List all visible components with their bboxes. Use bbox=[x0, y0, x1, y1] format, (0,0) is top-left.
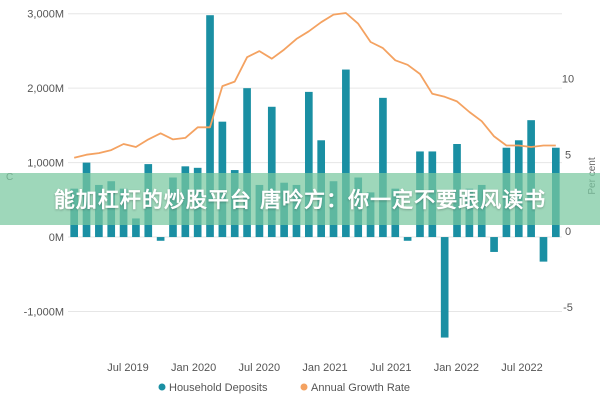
deposit-bar bbox=[379, 97, 387, 238]
x-tick-label: Jan 2021 bbox=[302, 362, 347, 374]
deposit-bar bbox=[403, 237, 412, 241]
left-axis-ticks: 3,000M 2,000M 1,000M 0M -1,000M bbox=[24, 9, 64, 319]
deposit-bar bbox=[490, 237, 498, 252]
deposit-bar bbox=[243, 88, 251, 238]
left-tick-label: 0M bbox=[49, 232, 64, 244]
x-tick-label: Jul 2022 bbox=[501, 362, 543, 374]
x-axis-ticks: Jul 2019 Jan 2020 Jul 2020 Jan 2021 Jul 2021… bbox=[107, 362, 543, 374]
left-tick-label: -1,000M bbox=[24, 307, 64, 319]
x-tick-label: Jul 2020 bbox=[239, 362, 281, 374]
deposit-bar bbox=[132, 218, 140, 238]
right-axis-ticks: 10 5 0 -5 bbox=[562, 74, 574, 314]
legend-marker-household-deposits bbox=[158, 383, 166, 391]
headline-banner: 能加杠杆的炒股平台 唐吟方：你一定不要跟风读书 bbox=[0, 173, 600, 225]
left-tick-label: 2,000M bbox=[27, 83, 64, 95]
chart-legend: Household Deposits Annual Growth Rate bbox=[158, 382, 410, 394]
x-tick-label: Jan 2022 bbox=[434, 362, 479, 374]
right-tick-label: 5 bbox=[565, 150, 571, 162]
legend-marker-annual-growth-rate bbox=[300, 383, 308, 391]
growth-line-layer bbox=[73, 12, 556, 159]
deposit-bar bbox=[539, 237, 548, 262]
deposit-bar bbox=[156, 237, 165, 241]
growth-rate-line bbox=[73, 12, 556, 159]
left-tick-label: 1,000M bbox=[27, 158, 64, 170]
deposit-bar bbox=[440, 237, 449, 338]
x-tick-label: Jan 2020 bbox=[171, 362, 216, 374]
deposit-bar bbox=[304, 91, 313, 238]
left-tick-label: 3,000M bbox=[27, 9, 64, 21]
right-tick-label: 10 bbox=[562, 74, 574, 86]
x-tick-label: Jul 2021 bbox=[370, 362, 412, 374]
headline-text[interactable]: 能加杠杆的炒股平台 唐吟方：你一定不要跟风读书 bbox=[53, 188, 547, 212]
legend-label-household-deposits: Household Deposits bbox=[169, 382, 268, 394]
right-tick-label: 0 bbox=[565, 226, 571, 238]
right-tick-label: -5 bbox=[563, 302, 573, 314]
legend-label-annual-growth-rate: Annual Growth Rate bbox=[311, 382, 410, 394]
grid-lines bbox=[68, 13, 562, 312]
x-tick-label: Jul 2019 bbox=[107, 362, 149, 374]
deposit-bar bbox=[267, 106, 276, 238]
deposit-bar bbox=[342, 69, 350, 238]
